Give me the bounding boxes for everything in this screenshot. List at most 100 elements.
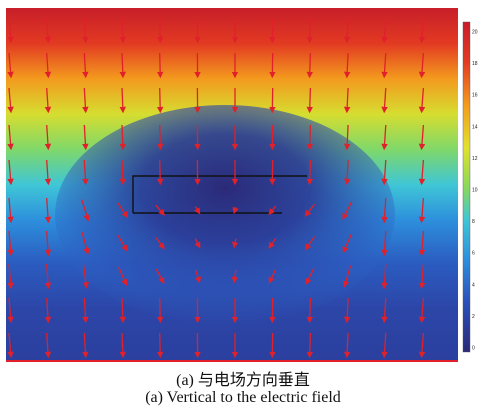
field-arrow <box>418 230 426 257</box>
field-arrow <box>119 297 127 324</box>
field-arrow <box>117 235 128 252</box>
field-arrow <box>155 204 165 216</box>
field-arrow <box>44 124 52 151</box>
field-arrow <box>155 237 165 250</box>
field-arrow <box>156 124 164 151</box>
field-arrow <box>7 297 14 324</box>
field-arrow <box>304 236 316 251</box>
field-arrow <box>418 159 426 186</box>
low-field-region <box>55 105 395 325</box>
field-arrow <box>418 17 426 44</box>
field-arrow <box>194 206 201 215</box>
field-arrow <box>342 265 352 288</box>
field-arrow <box>342 201 353 220</box>
field-arrow <box>44 263 52 290</box>
field-arrow <box>44 332 52 359</box>
field-arrow <box>381 297 388 324</box>
field-arrow <box>306 52 314 79</box>
field-arrow <box>305 267 315 285</box>
field-arrow <box>82 332 89 359</box>
field-arrow <box>44 17 52 44</box>
field-arrow <box>156 87 164 114</box>
field-arrow <box>343 17 351 44</box>
field-arrow <box>306 297 314 324</box>
field-arrow <box>82 52 89 79</box>
colorbar-scale <box>462 21 471 353</box>
field-arrow <box>381 197 388 224</box>
field-arrow <box>156 159 164 186</box>
field-arrow <box>343 297 351 324</box>
field-arrow <box>82 159 89 186</box>
field-arrow <box>7 52 14 79</box>
field-arrow <box>418 197 426 224</box>
field-arrow <box>418 297 426 324</box>
field-arrow <box>7 87 14 114</box>
field-arrow <box>156 52 164 79</box>
field-arrow <box>82 124 89 151</box>
colorbar-tick-label: 20 <box>472 30 478 36</box>
caption-english: (a) Vertical to the electric field <box>145 389 341 406</box>
field-arrow <box>381 159 388 186</box>
field-arrow <box>418 124 426 151</box>
electrode-outline <box>132 175 307 214</box>
field-arrow <box>306 17 314 44</box>
field-arrow <box>7 159 14 186</box>
field-arrow <box>156 17 164 44</box>
field-arrow <box>343 87 351 114</box>
field-arrow <box>343 52 351 79</box>
field-arrow <box>381 17 388 44</box>
colorbar-tick-label: 14 <box>472 124 478 130</box>
colorbar-tick-label: 18 <box>472 61 478 67</box>
colorbar-tick-label: 10 <box>472 188 478 194</box>
field-arrow <box>306 87 314 114</box>
field-arrow <box>7 332 14 359</box>
field-arrow <box>381 87 388 114</box>
field-arrow <box>381 263 388 290</box>
field-arrow <box>82 87 89 114</box>
field-arrow <box>119 52 127 79</box>
colorbar-tick-label: 16 <box>472 93 478 99</box>
field-arrow <box>119 332 127 359</box>
colorbar-tick-label: 6 <box>472 251 475 257</box>
field-arrow <box>268 237 277 249</box>
caption-chinese: (a) 与电场方向垂直 <box>176 372 310 389</box>
field-arrow <box>194 269 202 284</box>
field-arrow <box>231 269 239 284</box>
field-arrow <box>268 269 277 284</box>
field-arrow <box>306 332 314 359</box>
field-arrow <box>81 199 90 222</box>
field-arrow <box>306 159 314 186</box>
field-arrow <box>343 124 351 151</box>
field-arrows <box>7 17 426 359</box>
field-arrow <box>7 230 14 257</box>
field-arrow <box>81 232 90 255</box>
field-arrow <box>44 52 52 79</box>
field-arrow <box>156 297 164 324</box>
field-arrow <box>117 202 129 219</box>
field-arrow <box>119 124 127 151</box>
field-arrow <box>304 203 316 217</box>
field-arrow <box>119 17 127 44</box>
field-arrow <box>418 263 426 290</box>
field-arrow <box>82 264 90 289</box>
field-arrow <box>343 159 351 186</box>
field-arrow <box>418 87 426 114</box>
field-arrow <box>118 266 128 286</box>
field-arrow <box>381 230 388 257</box>
colorbar-tick-label: 0 <box>472 346 475 352</box>
field-arrow <box>7 17 14 44</box>
field-arrow <box>119 87 127 114</box>
field-arrow <box>7 124 14 151</box>
field-arrow <box>342 233 353 254</box>
colorbar-tick-label: 2 <box>472 314 475 320</box>
field-arrow <box>231 238 239 249</box>
field-arrow <box>7 263 14 290</box>
colorbar-tick-label: 4 <box>472 282 475 288</box>
field-arrow <box>306 124 314 151</box>
field-arrow <box>381 124 388 151</box>
field-arrow <box>82 297 89 324</box>
colorbar-tick-label: 12 <box>472 156 478 162</box>
